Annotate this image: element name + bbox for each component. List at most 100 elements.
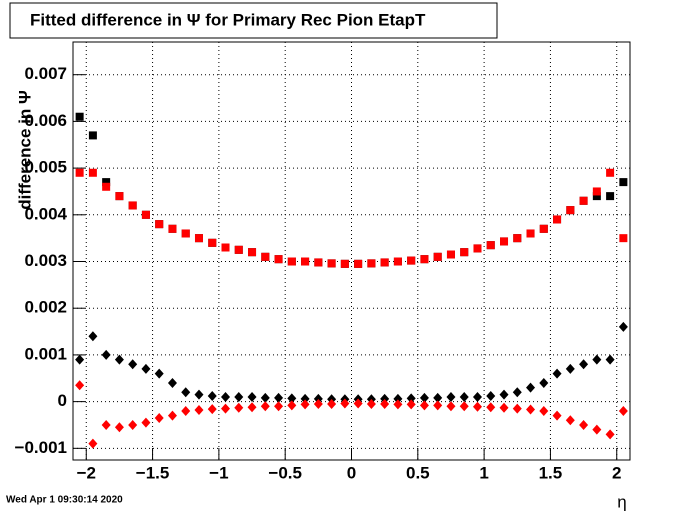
diamond-marker: [486, 391, 496, 402]
square-marker: [393, 257, 402, 266]
square-marker: [606, 192, 615, 201]
diamond-marker: [539, 405, 549, 416]
diamond-marker: [114, 354, 124, 365]
square-marker: [420, 255, 429, 264]
diamond-marker: [194, 405, 204, 416]
diamond-marker: [207, 404, 217, 415]
diamond-marker: [128, 419, 138, 430]
diamond-marker: [565, 363, 575, 374]
y-tick-label: 0.002: [24, 298, 67, 317]
diamond-marker: [512, 403, 522, 414]
diamond-marker: [75, 354, 85, 365]
diamond-marker: [618, 321, 628, 332]
diamond-marker: [459, 391, 469, 402]
square-marker: [88, 131, 97, 140]
diamond-marker: [88, 438, 98, 449]
x-axis-label: η: [617, 492, 626, 511]
diamond-marker: [154, 368, 164, 379]
square-marker: [553, 215, 562, 224]
square-marker: [168, 224, 177, 233]
diamond-marker: [380, 398, 390, 409]
diamond-marker: [526, 404, 536, 415]
diamond-marker: [605, 354, 615, 365]
square-marker: [367, 259, 376, 268]
square-marker: [75, 112, 84, 121]
diamond-marker: [221, 403, 231, 414]
square-marker: [433, 252, 442, 261]
diamond-marker: [327, 398, 337, 409]
square-marker: [486, 241, 495, 250]
square-marker: [301, 257, 310, 266]
diamond-marker: [128, 359, 138, 370]
square-marker: [619, 234, 628, 243]
square-marker: [619, 178, 628, 187]
square-marker: [141, 210, 150, 219]
square-marker: [194, 234, 203, 243]
diamond-marker: [274, 392, 284, 403]
x-tick-label: 1.5: [539, 463, 563, 482]
square-marker: [208, 238, 217, 247]
diamond-marker: [287, 393, 297, 404]
diamond-marker: [154, 412, 164, 423]
diamond-marker: [353, 398, 363, 409]
diamond-marker: [446, 401, 456, 412]
diamond-marker: [300, 393, 310, 404]
diamond-marker: [247, 402, 257, 413]
y-tick-label: 0.003: [24, 251, 67, 270]
square-marker: [102, 178, 111, 187]
diamond-marker: [75, 380, 85, 391]
diamond-marker: [300, 399, 310, 410]
diamond-marker: [181, 405, 191, 416]
diamond-marker: [565, 415, 575, 426]
diamond-marker: [406, 399, 416, 410]
square-marker: [354, 259, 363, 268]
diamond-marker: [141, 417, 151, 428]
diamond-marker: [419, 392, 429, 403]
x-tick-label: 2: [612, 463, 621, 482]
plot-area: −0.001 0 0.001 0.002 0.003 0.004 0.005 0.006 0.0…: [15, 42, 630, 482]
diamond-marker: [221, 391, 231, 402]
square-marker: [155, 220, 164, 229]
square-marker: [221, 243, 230, 252]
square-marker: [606, 168, 615, 177]
diamond-marker: [167, 410, 177, 421]
y-tick-label: 0: [58, 391, 67, 410]
diamond-marker: [499, 402, 509, 413]
diamond-marker: [141, 363, 151, 374]
square-marker: [261, 252, 270, 261]
diamond-marker: [618, 405, 628, 416]
diamond-marker: [313, 393, 323, 404]
square-marker: [500, 237, 509, 246]
diamond-marker: [499, 389, 509, 400]
square-marker: [446, 250, 455, 259]
square-marker: [513, 234, 522, 243]
frame: [72, 41, 631, 461]
diamond-marker: [234, 391, 244, 402]
x-tick-label: −1: [209, 463, 228, 482]
diamond-marker: [592, 424, 602, 435]
square-marker: [88, 168, 97, 177]
diamond-marker: [486, 402, 496, 413]
x-tick-label: 0.5: [406, 463, 430, 482]
diamond-marker: [260, 392, 270, 403]
y-axis-label: difference in Ψ: [15, 90, 34, 210]
square-marker: [592, 192, 601, 201]
square-marker: [579, 196, 588, 205]
diamond-marker: [274, 401, 284, 412]
diamond-marker: [552, 368, 562, 379]
square-marker: [102, 182, 111, 191]
diamond-marker: [433, 400, 443, 411]
diamond-marker: [101, 349, 111, 360]
diamond-marker: [234, 402, 244, 413]
square-marker: [248, 248, 257, 257]
square-marker: [274, 255, 283, 264]
square-marker: [181, 229, 190, 238]
diamond-marker: [459, 401, 469, 412]
y-tick-label: −0.001: [15, 438, 67, 457]
title-box: [9, 2, 498, 39]
square-marker: [340, 259, 349, 268]
diamond-marker: [366, 398, 376, 409]
x-tick-label: −2: [77, 463, 96, 482]
diamond-marker: [446, 391, 456, 402]
